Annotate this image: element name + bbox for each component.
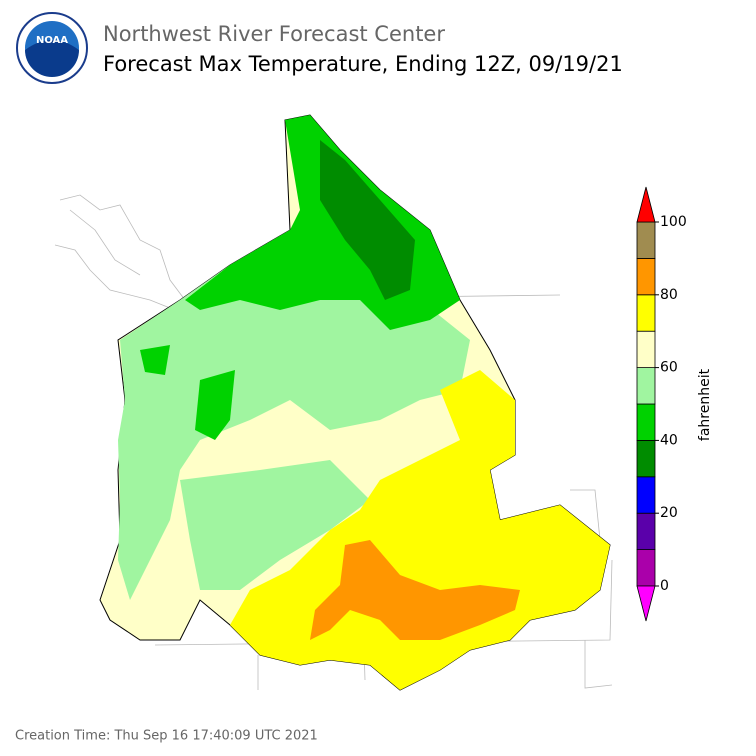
map [54,114,613,691]
color-box [636,330,656,369]
tick-label: 100 [660,214,687,230]
tick-label: 0 [660,578,669,594]
map-title: Forecast Max Temperature, Ending 12Z, 09… [103,52,623,76]
colorbar: 0 20 40 60 80 100 [636,186,687,622]
logo-text: NOAA [36,35,68,46]
color-box [636,221,656,259]
color-box [636,512,656,551]
tick-label: 20 [660,505,678,521]
color-box [636,367,656,405]
tick-label: 60 [660,360,678,376]
color-box [636,549,656,587]
color-box [636,294,656,332]
color-box [636,439,656,478]
over-triangle [636,186,656,223]
color-box [636,257,656,296]
colorbar-label: fahrenheit [697,368,713,441]
org-name: Northwest River Forecast Center [103,22,445,46]
color-box [636,476,656,514]
tick-label: 40 [660,432,678,448]
under-triangle [636,585,656,622]
creation-time: Creation Time: Thu Sep 16 17:40:09 UTC 2… [15,729,318,744]
color-box [636,403,656,441]
tick-label: 80 [660,287,678,303]
logo: NOAA [16,12,88,84]
